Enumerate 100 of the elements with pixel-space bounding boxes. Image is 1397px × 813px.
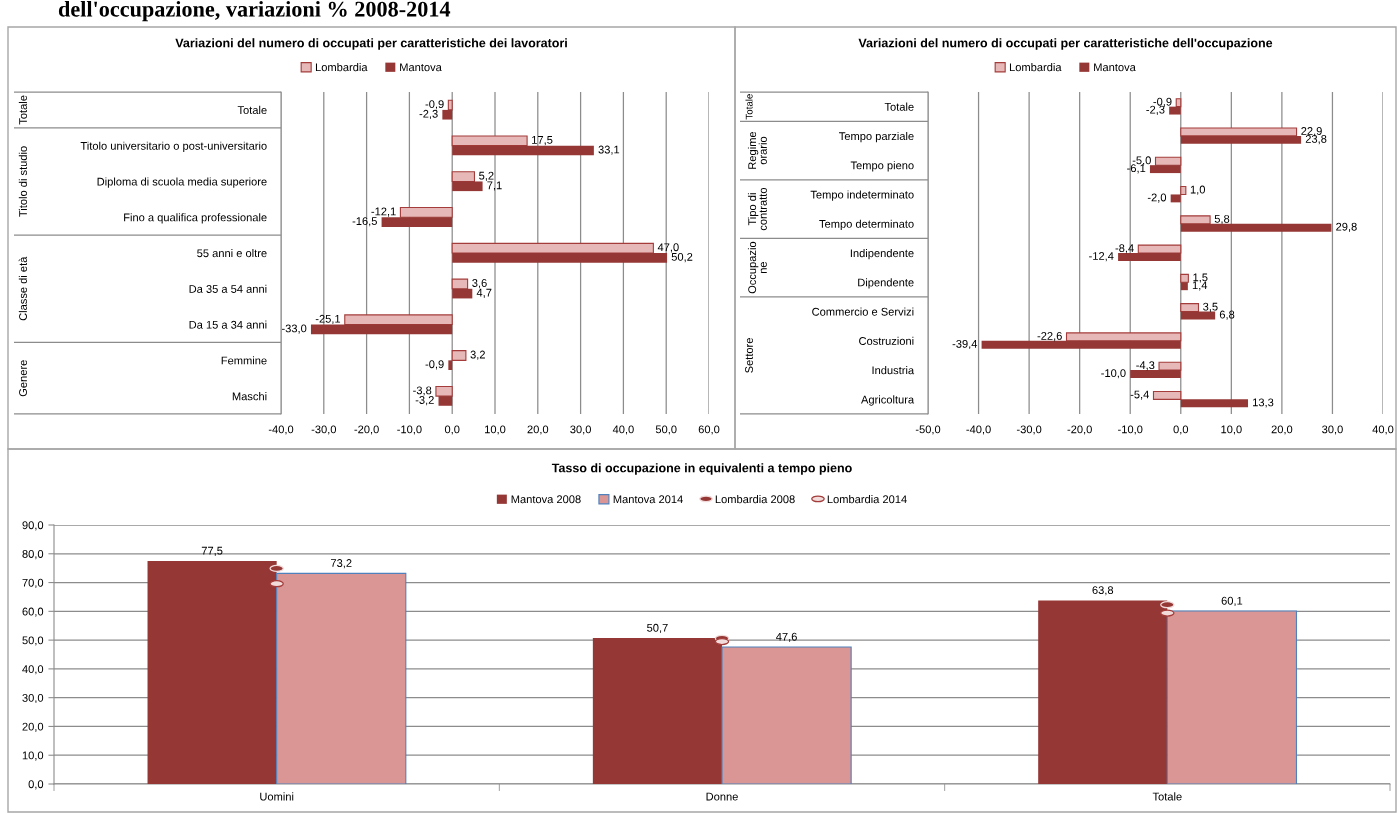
- y-tick-label: 0,0: [28, 780, 44, 790]
- text: dell'occupazione, variazioni % 2008-2014: [58, 1, 451, 22]
- bar: [1180, 135, 1302, 144]
- data-label: -10,0: [1101, 369, 1126, 379]
- bar: [310, 324, 453, 335]
- y-tick-label: 20,0: [22, 722, 44, 732]
- y-tick-label: Tempo determinato: [819, 219, 914, 231]
- y-tick-label: Indipendente: [850, 248, 914, 260]
- data-label: -0,9: [1153, 97, 1172, 107]
- bar: [1180, 185, 1187, 196]
- bar: [1180, 282, 1188, 291]
- data-label: -3,8: [413, 386, 432, 396]
- data-label: 22,9: [1301, 127, 1322, 137]
- bar: [1180, 399, 1249, 408]
- data-label: 6,8: [1219, 310, 1235, 320]
- bar: [981, 340, 1181, 349]
- x-tick-label: 30,0: [570, 425, 591, 435]
- chart-title: Tasso di occupazione in equivalenti a tempo pieno: [551, 463, 852, 475]
- data-label: 47,0: [657, 243, 679, 253]
- x-tick-label: Donne: [706, 792, 738, 801]
- y-tick-label: Industria: [872, 366, 915, 375]
- legend-label: Mantova 2014: [613, 495, 683, 504]
- data-label: -12,4: [1089, 252, 1114, 262]
- data-label: 4,7: [476, 288, 492, 298]
- bar: [1166, 610, 1298, 784]
- bar: [442, 109, 453, 120]
- chart-title: Variazioni del numero di occupati per caratteristiche dell'occupazione: [858, 38, 1273, 50]
- bar: [1170, 194, 1181, 203]
- data-label: -8,4: [1115, 244, 1134, 254]
- data-label: -5,0: [1132, 156, 1151, 166]
- bar: [435, 385, 453, 397]
- y-tick-label: 55 anni e oltre: [197, 248, 267, 258]
- x-tick-label: 0,0: [1173, 425, 1189, 435]
- data-label: 1,0: [1190, 185, 1206, 195]
- y-tick-label: Tempo indeterminato: [810, 190, 914, 201]
- bar: [451, 350, 467, 361]
- bar: [276, 572, 407, 784]
- data-label: 23,8: [1305, 134, 1327, 145]
- x-tick-label: 10,0: [1221, 425, 1242, 435]
- x-tick-label: 40,0: [1372, 425, 1394, 435]
- data-label: 5,8: [1214, 214, 1230, 225]
- text: Classe di età: [18, 256, 27, 321]
- x-tick-label: 50,0: [655, 425, 677, 435]
- legend-label: Mantova: [1094, 63, 1136, 72]
- y-tick-label: Maschi: [232, 392, 267, 401]
- data-label: 17,5: [532, 136, 553, 146]
- x-tick-label: -10,0: [1118, 425, 1143, 435]
- y-tick-label: Totale: [237, 105, 267, 115]
- bar: [1180, 127, 1298, 137]
- bar: [451, 135, 528, 147]
- bar: [1175, 98, 1182, 108]
- data-label: 50,7: [647, 623, 668, 634]
- y-tick-label: Dipendente: [858, 278, 914, 289]
- y-tick-label: Commercio e Servizi: [812, 307, 914, 316]
- data-label: 50,2: [671, 252, 693, 263]
- bar: [1180, 303, 1200, 313]
- y-tick-label: 80,0: [22, 550, 44, 560]
- data-label: 47,6: [776, 632, 797, 642]
- y-tick-label: Diploma di scuola media superiore: [97, 177, 267, 188]
- x-tick-label: Totale: [1152, 792, 1182, 801]
- text: Genere: [19, 360, 27, 397]
- y-tick-label: Totale: [884, 102, 914, 111]
- chart-title: Variazioni del numero di occupati per caratteristiche dei lavoratori: [175, 38, 567, 50]
- y-tick-label: Tempo pieno: [850, 161, 914, 172]
- x-tick-label: -30,0: [311, 425, 337, 435]
- x-tick-label: 60,0: [698, 425, 720, 435]
- data-label: 3,2: [470, 350, 485, 360]
- bar: [1118, 253, 1181, 261]
- data-label: -25,1: [315, 314, 341, 325]
- data-label: -22,6: [1037, 331, 1062, 342]
- data-label: -12,1: [371, 207, 396, 217]
- bar: [1149, 165, 1181, 174]
- data-label: -6,1: [1127, 164, 1146, 174]
- data-label: 13,3: [1253, 398, 1274, 408]
- y-tick-label: 50,0: [22, 636, 44, 646]
- data-label: -4,3: [1136, 361, 1155, 371]
- y-tick-label: Agricoltura: [861, 395, 915, 406]
- bar: [381, 217, 453, 227]
- data-label: 63,8: [1092, 586, 1114, 596]
- data-label: -0,9: [425, 100, 444, 110]
- data-label: 3,5: [1203, 302, 1218, 312]
- x-tick-label: 10,0: [485, 425, 506, 435]
- data-label: -5,4: [1130, 390, 1149, 400]
- x-tick-label: -40,0: [966, 425, 991, 435]
- bar: [1158, 361, 1182, 371]
- bar: [1180, 223, 1332, 232]
- text: Totale: [745, 94, 753, 120]
- text: Titolo di studio: [18, 146, 27, 217]
- bar: [451, 242, 654, 254]
- y-tick-label: Tempo parziale: [839, 131, 914, 143]
- x-tick-label: 20,0: [1271, 425, 1293, 435]
- bar: [1065, 332, 1182, 342]
- y-tick-label: Fino a qualifica professionale: [124, 213, 267, 224]
- bar: [451, 171, 476, 182]
- x-tick-label: 20,0: [527, 425, 549, 435]
- data-label: 73,2: [331, 559, 352, 569]
- bar: [451, 278, 469, 290]
- bar: [447, 99, 453, 111]
- data-label: 1,5: [1193, 273, 1208, 283]
- data-label: 3,6: [472, 279, 487, 289]
